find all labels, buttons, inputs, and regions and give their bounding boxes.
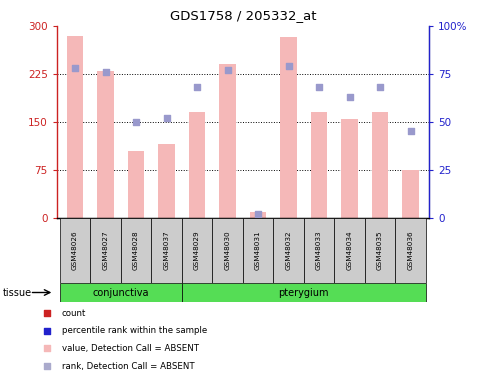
Text: GSM48028: GSM48028 bbox=[133, 231, 139, 270]
Bar bbox=[121, 217, 151, 283]
Text: GDS1758 / 205332_at: GDS1758 / 205332_at bbox=[170, 9, 316, 22]
Bar bbox=[402, 170, 419, 217]
Text: value, Detection Call = ABSENT: value, Detection Call = ABSENT bbox=[62, 344, 199, 353]
Text: GSM48034: GSM48034 bbox=[347, 231, 352, 270]
Bar bbox=[219, 64, 236, 218]
Text: GSM48030: GSM48030 bbox=[224, 231, 231, 270]
Bar bbox=[311, 112, 327, 218]
Text: GSM48031: GSM48031 bbox=[255, 231, 261, 270]
Text: tissue: tissue bbox=[2, 288, 32, 297]
Text: conjunctiva: conjunctiva bbox=[93, 288, 149, 297]
Bar bbox=[395, 217, 426, 283]
Bar bbox=[158, 144, 175, 218]
Point bbox=[346, 94, 353, 100]
Bar bbox=[212, 217, 243, 283]
Point bbox=[407, 128, 415, 135]
Text: GSM48029: GSM48029 bbox=[194, 231, 200, 270]
Point bbox=[284, 63, 292, 69]
Bar bbox=[372, 112, 388, 218]
Point bbox=[193, 84, 201, 90]
Bar bbox=[280, 37, 297, 218]
Point bbox=[224, 67, 232, 73]
Bar bbox=[151, 217, 182, 283]
Bar bbox=[60, 217, 90, 283]
Bar bbox=[243, 217, 273, 283]
Text: pterygium: pterygium bbox=[279, 288, 329, 297]
Text: GSM48026: GSM48026 bbox=[72, 231, 78, 270]
Point bbox=[43, 345, 51, 351]
Point bbox=[102, 69, 109, 75]
Point bbox=[376, 84, 384, 90]
Text: GSM48036: GSM48036 bbox=[408, 231, 414, 270]
Bar bbox=[334, 217, 365, 283]
Point bbox=[132, 119, 140, 125]
Bar bbox=[189, 112, 206, 218]
Bar bbox=[67, 36, 83, 218]
Point bbox=[43, 310, 51, 316]
Bar bbox=[273, 217, 304, 283]
Text: rank, Detection Call = ABSENT: rank, Detection Call = ABSENT bbox=[62, 362, 194, 370]
Bar bbox=[304, 217, 334, 283]
Point bbox=[71, 65, 79, 71]
Text: percentile rank within the sample: percentile rank within the sample bbox=[62, 326, 207, 335]
Bar bbox=[182, 283, 426, 302]
Text: GSM48033: GSM48033 bbox=[316, 231, 322, 270]
Bar bbox=[128, 150, 144, 217]
Bar bbox=[249, 212, 266, 217]
Text: count: count bbox=[62, 309, 86, 318]
Text: GSM48032: GSM48032 bbox=[285, 231, 291, 270]
Text: GSM48027: GSM48027 bbox=[103, 231, 108, 270]
Bar bbox=[341, 118, 358, 218]
Bar bbox=[90, 217, 121, 283]
Bar bbox=[365, 217, 395, 283]
Point bbox=[315, 84, 323, 90]
Point bbox=[43, 363, 51, 369]
Point bbox=[254, 211, 262, 217]
Text: GSM48037: GSM48037 bbox=[164, 231, 170, 270]
Point bbox=[43, 328, 51, 334]
Bar bbox=[60, 283, 182, 302]
Bar bbox=[182, 217, 212, 283]
Text: GSM48035: GSM48035 bbox=[377, 231, 383, 270]
Point bbox=[163, 115, 171, 121]
Bar bbox=[97, 71, 114, 217]
